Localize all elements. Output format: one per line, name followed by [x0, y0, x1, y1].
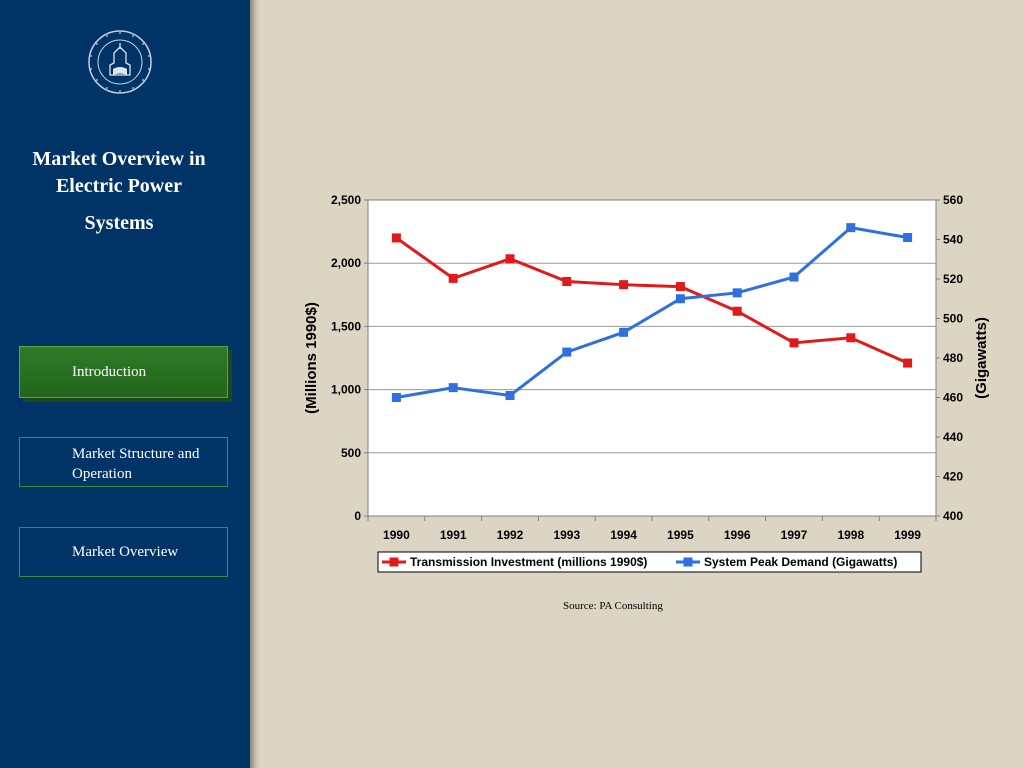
dual-axis-line-chart: 0 500 1,000 1,500 2,000 2,500 400 420 440 460 480 5… [303, 193, 990, 573]
data-point-2 [846, 223, 856, 233]
data-point-1 [903, 358, 913, 368]
data-point-1 [675, 282, 685, 292]
data-point-1 [391, 233, 401, 243]
data-point-2 [448, 383, 458, 393]
data-point-1 [562, 277, 572, 287]
title-line-2: Electric Power [55, 175, 183, 197]
nav-item-market-overview[interactable]: Market Overview [19, 527, 228, 577]
y2-tick-label: 500 [943, 312, 963, 326]
y-tick-label: 2,500 [331, 193, 361, 207]
data-point-1 [448, 273, 458, 283]
y-tick-label: 0 [354, 509, 361, 523]
legend-entry: System Peak Demand (Gigawatts) [704, 555, 897, 569]
x-tick-label: 1990 [383, 528, 410, 542]
data-point-2 [562, 347, 572, 357]
source-note: Source: PA Consulting [563, 600, 663, 612]
nav-item-label: Introduction [72, 364, 147, 380]
sidebar-shadow [250, 0, 260, 768]
y2-tick-label: 460 [943, 391, 963, 405]
nav-item-introduction[interactable]: Introduction [19, 346, 228, 398]
plot-area [367, 199, 937, 517]
y-tick-label: 2,000 [331, 256, 361, 270]
y-tick-label: 500 [341, 446, 361, 460]
y-tick-label: 1,500 [331, 319, 361, 333]
y2-tick-label: 540 [943, 233, 963, 247]
title-line-3: Systems [84, 212, 154, 234]
x-tick-label: 1998 [837, 528, 864, 542]
legend-swatch-marker [389, 557, 399, 567]
series-line-2 [396, 226, 908, 399]
data-point-1 [732, 306, 742, 316]
data-point-2 [391, 393, 401, 402]
data-point-2 [732, 288, 742, 298]
y2-tick-label: 440 [943, 430, 963, 444]
legend-box [377, 551, 922, 573]
legend-swatch-marker [683, 557, 693, 567]
y2-tick-label: 520 [943, 272, 963, 286]
y-axis-label: (Millions 1990$) [303, 302, 320, 414]
series-line-1 [395, 236, 909, 365]
data-point-2 [903, 233, 913, 243]
y2-tick-label: 400 [943, 509, 963, 523]
data-point-2 [505, 391, 515, 401]
y2-tick-label: 480 [943, 351, 963, 365]
x-tick-label: 1999 [894, 528, 921, 542]
x-tick-label: 1996 [724, 528, 751, 542]
institute-seal-logo [85, 29, 155, 100]
data-point-1 [619, 280, 629, 290]
y2-axis-label: (Gigawatts) [973, 317, 990, 399]
sidebar: Market Overview in Electric Power System… [0, 0, 250, 768]
page-title: Market Overview in Electric Power System… [10, 146, 228, 237]
y-tick-label: 1,000 [331, 383, 361, 397]
nav-item-market-structure[interactable]: Market Structure and Operation [19, 437, 228, 487]
x-tick-label: 1993 [553, 528, 580, 542]
x-tick-label: 1991 [440, 528, 467, 542]
y2-tick-label: 420 [943, 470, 963, 484]
data-point-2 [789, 272, 799, 282]
x-tick-label: 1992 [497, 528, 524, 542]
nav-item-label: Market Overview [72, 544, 179, 560]
data-point-1 [846, 333, 856, 343]
x-tick-label: 1997 [781, 528, 808, 542]
data-point-1 [789, 338, 799, 348]
data-point-2 [619, 327, 629, 337]
y2-tick-label: 560 [943, 193, 963, 207]
x-tick-label: 1994 [610, 528, 637, 542]
x-tick-label: 1995 [667, 528, 694, 542]
nav-item-label: Market Structure and Operation [72, 446, 200, 482]
title-line-1: Market Overview in [32, 148, 206, 170]
data-point-2 [675, 294, 685, 304]
data-point-1 [505, 254, 515, 264]
legend-entry: Transmission Investment (millions 1990$) [410, 555, 647, 569]
